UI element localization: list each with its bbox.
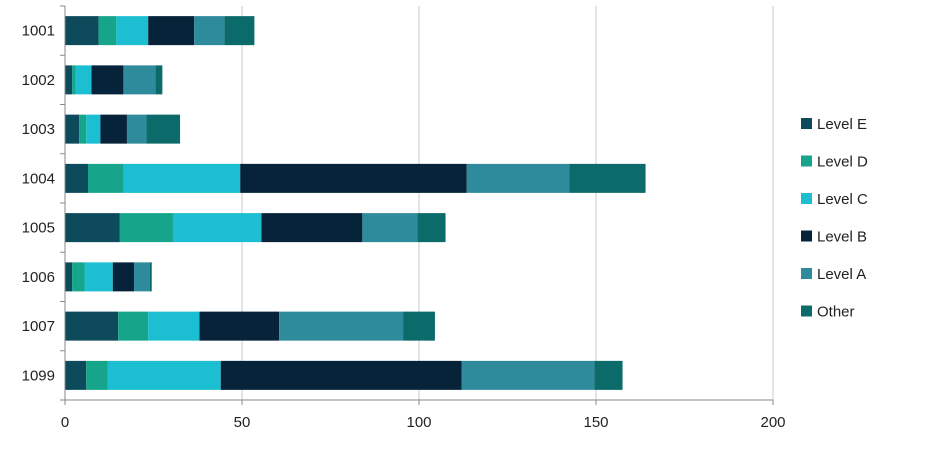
gridlines bbox=[241, 6, 774, 400]
legend-label: Level C bbox=[817, 191, 868, 208]
bar-1007-level-e bbox=[65, 311, 119, 341]
bar-1005-level-b bbox=[261, 213, 363, 243]
axes: 0 50 100 150 200 1001 1002 1003 1004 1005 1006 1007… bbox=[22, 5, 786, 431]
bar-1007-level-c bbox=[148, 311, 200, 341]
bar-1001-other bbox=[224, 16, 255, 46]
bar-1002-level-d bbox=[72, 65, 76, 95]
bar-1005-other bbox=[417, 213, 446, 243]
x-tick-label: 0 bbox=[61, 414, 69, 431]
bar-1005-level-d bbox=[119, 213, 173, 243]
bar-1003-level-c bbox=[86, 114, 101, 144]
bar-1004-level-d bbox=[88, 163, 124, 193]
bar-1007-level-d bbox=[118, 311, 149, 341]
bar-1001-level-e bbox=[65, 16, 99, 46]
bar-1004-level-c bbox=[123, 163, 241, 193]
legend-label: Other bbox=[817, 304, 855, 321]
y-tick-label: 1099 bbox=[22, 367, 55, 384]
bar-1099-level-e bbox=[65, 360, 87, 390]
bar-1003-other bbox=[146, 114, 181, 144]
y-tick-label: 1004 bbox=[22, 170, 55, 187]
bar-1001-level-b bbox=[148, 16, 195, 46]
bar-1004-other bbox=[569, 163, 646, 193]
legend-swatch-level-c bbox=[801, 193, 812, 204]
bar-1001-level-c bbox=[116, 16, 149, 46]
y-tick-label: 1001 bbox=[22, 23, 55, 40]
legend: Level E Level D Level C Level B Level A Other bbox=[801, 116, 868, 321]
bar-1006-level-b bbox=[112, 262, 135, 292]
legend-label: Level A bbox=[817, 266, 866, 283]
bar-1004-level-e bbox=[65, 163, 89, 193]
y-tick-label: 1002 bbox=[22, 72, 55, 89]
bar-1006-other bbox=[149, 262, 152, 292]
bar-1003-level-b bbox=[100, 114, 127, 144]
legend-label: Level D bbox=[817, 154, 868, 171]
legend-swatch-level-d bbox=[801, 155, 812, 167]
bar-1001-level-a bbox=[194, 16, 225, 46]
bar-1099-level-b bbox=[220, 360, 462, 390]
x-tick-label: 100 bbox=[406, 414, 431, 431]
bar-1002-level-c bbox=[75, 65, 92, 95]
bar-1099-other bbox=[594, 360, 623, 390]
bar-1002-level-e bbox=[65, 65, 73, 95]
bar-1007-level-b bbox=[199, 311, 280, 341]
legend-label: Level B bbox=[817, 229, 867, 246]
bar-1003-level-d bbox=[79, 114, 87, 144]
legend-swatch-other bbox=[801, 305, 812, 317]
bar-1002-level-a bbox=[123, 65, 156, 95]
bar-1007-other bbox=[403, 311, 435, 341]
bar-1002-level-b bbox=[91, 65, 124, 95]
x-tick-label: 150 bbox=[583, 414, 608, 431]
x-tick-label: 200 bbox=[760, 414, 785, 431]
bar-1005-level-c bbox=[172, 213, 262, 243]
bar-1099-level-d bbox=[86, 360, 108, 390]
bar-1099-level-c bbox=[107, 360, 221, 390]
y-tick-label: 1005 bbox=[22, 220, 55, 237]
x-tick-label: 50 bbox=[234, 414, 251, 431]
legend-swatch-level-e bbox=[801, 118, 812, 129]
bar-1006-level-d bbox=[72, 262, 85, 292]
bar-1001-level-d bbox=[98, 16, 117, 46]
bar-1003-level-e bbox=[65, 114, 80, 144]
bar-1003-level-a bbox=[126, 114, 147, 144]
bar-1002-other bbox=[155, 65, 163, 95]
legend-swatch-level-b bbox=[801, 230, 812, 242]
bar-1004-level-b bbox=[240, 163, 467, 193]
legend-swatch-level-a bbox=[801, 268, 812, 279]
bar-1006-level-c bbox=[84, 262, 113, 292]
y-tick-label: 1003 bbox=[22, 121, 55, 138]
bar-1099-level-a bbox=[461, 360, 595, 390]
y-tick-label: 1007 bbox=[22, 318, 55, 335]
bars bbox=[65, 16, 646, 390]
bar-1005-level-a bbox=[362, 213, 418, 243]
bar-1006-level-e bbox=[65, 262, 73, 292]
legend-label: Level E bbox=[817, 116, 867, 133]
y-tick-label: 1006 bbox=[22, 269, 55, 286]
bar-1007-level-a bbox=[279, 311, 404, 341]
bar-1004-level-a bbox=[466, 163, 570, 193]
bar-1006-level-a bbox=[134, 262, 150, 292]
bar-1005-level-e bbox=[65, 213, 120, 243]
